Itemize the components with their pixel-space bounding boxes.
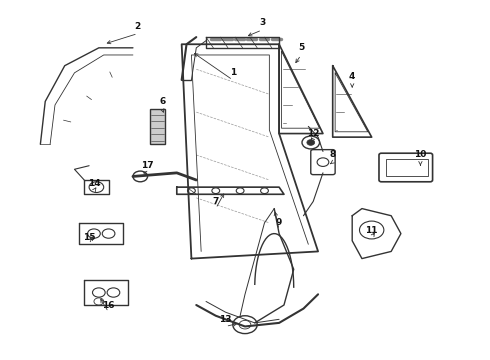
Text: 8: 8 — [330, 150, 336, 159]
Circle shape — [307, 140, 315, 145]
FancyBboxPatch shape — [150, 109, 165, 144]
Text: 14: 14 — [88, 179, 100, 188]
Text: 4: 4 — [349, 72, 355, 81]
Text: 1: 1 — [230, 68, 236, 77]
Text: 17: 17 — [141, 161, 154, 170]
Text: 11: 11 — [366, 225, 378, 234]
Text: 15: 15 — [83, 233, 96, 242]
Text: 9: 9 — [276, 219, 282, 228]
FancyBboxPatch shape — [386, 158, 428, 176]
Text: 10: 10 — [414, 150, 427, 159]
Text: 3: 3 — [259, 18, 265, 27]
Text: 13: 13 — [219, 315, 232, 324]
Text: 6: 6 — [159, 97, 165, 106]
Text: 7: 7 — [213, 197, 219, 206]
Text: 16: 16 — [102, 301, 115, 310]
Text: 2: 2 — [135, 22, 141, 31]
FancyBboxPatch shape — [379, 153, 433, 182]
Text: 5: 5 — [298, 43, 304, 52]
Text: 12: 12 — [307, 129, 319, 138]
FancyBboxPatch shape — [311, 150, 335, 175]
